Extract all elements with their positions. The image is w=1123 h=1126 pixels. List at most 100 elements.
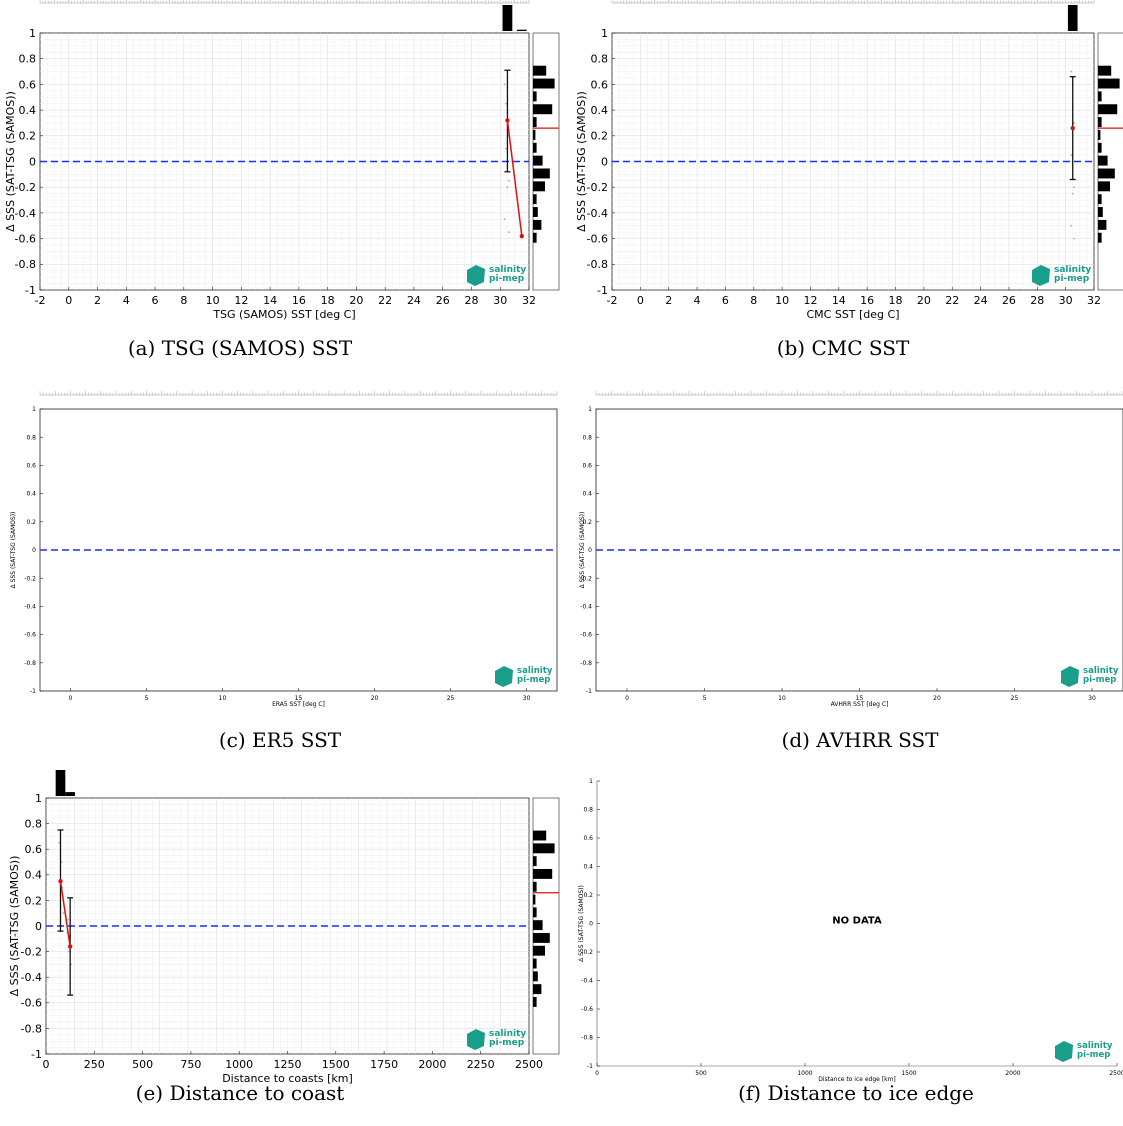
x-tick-label: 14 (263, 294, 277, 307)
x-tick-label: 16 (292, 294, 306, 307)
scatter-point (1073, 122, 1076, 124)
logo-text-line2: pi-mep (517, 675, 550, 685)
panel-caption: (d) AVHRR SST (782, 728, 940, 752)
scatter-point (67, 918, 70, 921)
histogram-bar (516, 29, 527, 31)
x-tick-label: 1000 (225, 1058, 253, 1071)
x-tick-label: 0 (637, 294, 644, 307)
y-axis-label: Δ SSS (SAT-TSG (SAMOS)) (10, 512, 17, 589)
y-tick-label: 0 (35, 920, 42, 933)
mean-line (59, 881, 71, 947)
x-tick-label: 10 (219, 695, 227, 702)
x-tick-label: 8 (750, 294, 757, 307)
y-ticks: -1 -0.8 -0.6 -0.4 -0.2 0 0.2 0.4 0.6 0.8 1 (581, 778, 600, 1070)
x-tick-label: 0 (625, 695, 629, 702)
scatter-points (1070, 70, 1076, 240)
logo-text-line2: pi-mep (1054, 274, 1090, 284)
y-tick-label: -0.8 (21, 1022, 42, 1035)
x-tick-label: -2 (607, 294, 618, 307)
histogram-bar (1098, 155, 1108, 166)
y-tick-label: 0.8 (19, 53, 37, 66)
histogram-bar (533, 78, 555, 89)
y-ticks: -1 -0.8 -0.6 -0.4 -0.2 0 0.2 0.4 0.6 0.8 1 (587, 27, 615, 297)
x-tick-label: 30 (1088, 695, 1096, 702)
y-tick-label: 0.8 (582, 434, 592, 441)
scatter-point (505, 102, 507, 105)
logo-text-line1: salinity (1054, 265, 1091, 275)
x-tick-label: 28 (1030, 294, 1044, 307)
x-tick-label: 24 (974, 294, 988, 307)
logo-text-line1: salinity (1083, 666, 1119, 676)
x-tick-label: 6 (722, 294, 729, 307)
histogram-bar (533, 232, 537, 243)
x-tick-label: 1750 (370, 1058, 398, 1071)
x-tick-label: 16 (860, 294, 874, 307)
y-tick-label: 0.2 (25, 894, 43, 907)
x-tick-label: 12 (803, 294, 817, 307)
x-tick-label: 10 (775, 294, 789, 307)
y-tick-label: 1 (29, 27, 36, 40)
histogram-bar (533, 181, 545, 192)
y-tick-label: 0.4 (582, 491, 592, 498)
y-tick-label: -0.8 (581, 1035, 593, 1042)
scatter-point (503, 83, 506, 86)
x-tick-label: 30 (493, 294, 507, 307)
y-axis-label: Δ SSS (SAT-TSG (SAMOS)) (8, 856, 21, 997)
y-tick-label: 0.4 (591, 104, 609, 117)
histogram-bar (533, 168, 550, 179)
y-ticks: -1 -0.8 -0.6 -0.4 -0.2 0 0.2 0.4 0.6 0.8 1 (15, 27, 43, 297)
histogram-bar (1098, 78, 1120, 89)
panel-d: -1-0.8-0.6-0.4-0.200.20.40.60.810 5 10 15 20… (579, 391, 1123, 752)
mean-point (67, 944, 73, 949)
y-tick-label: -0.6 (581, 1006, 593, 1013)
x-axis-label: ERA5 SST [deg C] (272, 701, 325, 708)
x-tick-label: 2 (94, 294, 101, 307)
x-tick-label: 0 (65, 294, 72, 307)
y-tick-label: -0.8 (15, 258, 36, 271)
x-ticks: -2 0 2 4 6 8 10 12 14 16 18 20 22 24 26 28 30 32 (35, 287, 536, 307)
y-tick-label: -0.4 (24, 604, 36, 611)
y-tick-label: -0.6 (21, 997, 42, 1010)
x-tick-label: 1250 (274, 1058, 302, 1071)
panel-f: -1 -0.8 -0.6 -0.4 -0.2 0 0.2 0.4 0.6 0.8 1 0 500 1000… (578, 778, 1123, 1105)
scatter-point (503, 218, 506, 221)
x-tick-label: 2500 (1109, 1070, 1123, 1077)
y-tick-label: 0.4 (583, 864, 593, 871)
series-0 (504, 69, 525, 239)
no-data-label: NO DATA (832, 916, 882, 927)
histogram-bar (533, 932, 550, 943)
x-tick-label: 6 (152, 294, 159, 307)
y-tick-label: 0.6 (25, 843, 43, 856)
logo-icon (1032, 265, 1050, 286)
top-ruler (611, 0, 1095, 4)
y-tick-label: 0.2 (26, 519, 36, 526)
y-tick-label: -0.2 (581, 949, 593, 956)
x-ticks: 0 250 500 750 1000 1250 1500 1750 2000 2250 2500 (43, 1051, 543, 1071)
histogram-bar (65, 792, 75, 796)
grid (612, 33, 1094, 290)
x-ticks: -2 0 2 4 6 8 10 12 14 16 18 20 22 24 26 28 30 32 (607, 287, 1101, 307)
x-tick-label: 4 (694, 294, 701, 307)
logo-text-line2: pi-mep (489, 1038, 525, 1048)
y-tick-label: 0.2 (583, 892, 593, 899)
logo-text-line2: pi-mep (1083, 675, 1116, 685)
histogram-bar (533, 843, 555, 854)
x-axis-label: Distance to ice edge [km] (818, 1076, 896, 1083)
y-tick-label: 0.6 (19, 78, 37, 91)
y-tick-label: 1 (588, 406, 592, 413)
y-tick-label: -1 (597, 284, 608, 297)
y-tick-label: -0.6 (24, 632, 36, 639)
x-tick-label: 20 (371, 695, 379, 702)
x-tick-label: 24 (407, 294, 421, 307)
x-tick-label: 2 (665, 294, 672, 307)
y-tick-label: -1 (31, 1048, 42, 1061)
logo-text-line2: pi-mep (489, 274, 525, 284)
y-tick-label: -0.2 (15, 181, 36, 194)
y-tick-label: 0.6 (26, 463, 36, 470)
mean-line (506, 120, 523, 237)
top-ruler (39, 391, 558, 396)
x-ticks: 0 500 1000 1500 2000 2500 (595, 1063, 1123, 1077)
x-tick-label: 30 (523, 695, 531, 702)
